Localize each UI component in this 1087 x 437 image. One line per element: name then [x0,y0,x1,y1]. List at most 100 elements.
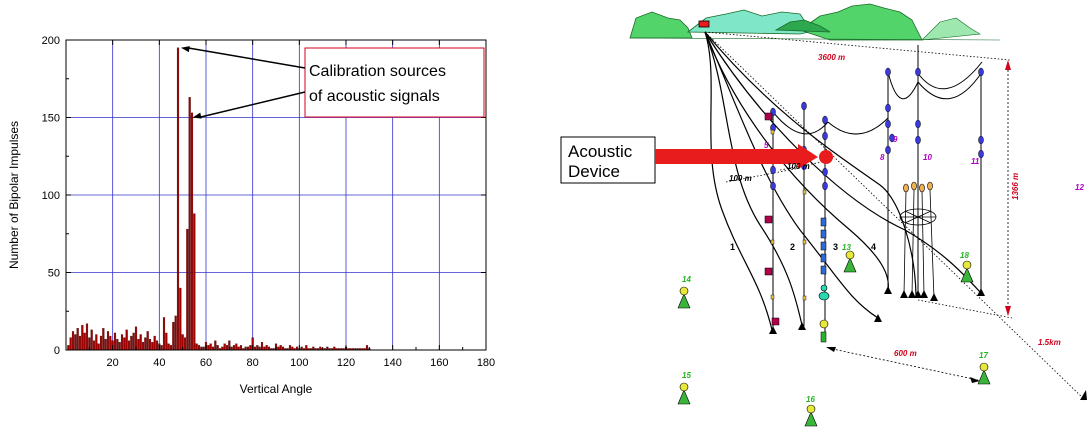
bar [102,328,105,351]
bar [265,345,268,351]
mountain-left [629,11,693,39]
x-tick-label: 140 [383,357,401,369]
acoustic-device-line-1: Acoustic [568,142,633,161]
bar [151,342,154,351]
x-tick-label: 40 [153,357,165,369]
optical-module [885,67,891,77]
x-tick-label: 100 [290,357,308,369]
bar [223,343,226,351]
beacon [977,369,991,385]
bar [76,328,79,351]
purple-label-10: 10 [923,153,932,162]
beacon-top [679,286,689,296]
bar [256,345,259,351]
bar [67,345,70,351]
purple-label-8: 8 [880,153,885,162]
bar [165,332,168,351]
optical-modules [770,67,984,191]
green-label-15: 15 [682,371,691,380]
buoy-arcs [772,61,983,135]
bar [162,317,166,351]
bar [160,345,163,351]
x-axis-title: Vertical Angle [240,382,313,396]
bar [95,334,98,351]
bar [83,332,86,351]
bar [109,335,112,351]
bar [120,334,124,351]
bar [125,329,128,351]
string-3-equipment [770,129,830,343]
bar [81,325,84,351]
x-ticks: 20 40 60 80 100 120 140 160 180 [88,40,495,369]
bar [99,335,103,351]
y-tick-label: 100 [42,190,60,202]
label-100m-a: 100 m [729,174,752,183]
annotation-line-1: Calibration sources [309,63,446,80]
acoustic-device-marker [819,150,833,164]
range-lines [704,31,1086,401]
acoustic-device-arrow [655,144,818,169]
green-label-18: 18 [960,251,969,260]
optical-module [978,135,984,145]
beacon [677,389,691,405]
bar [279,345,282,351]
beacon-top [979,362,989,372]
bar [249,345,252,351]
annotation-arrows [181,46,306,119]
x-tick-label: 20 [107,357,119,369]
optical-module [885,103,891,113]
bar [207,345,210,351]
bar [106,331,110,351]
bar [116,338,119,351]
bar [153,335,156,351]
bar [305,345,308,351]
optical-module [978,67,984,77]
arrow-600-left [826,347,836,352]
optical-module [822,131,828,141]
optical-module [889,133,895,143]
optical-module [822,115,828,125]
bar [123,337,126,351]
mountains [629,3,1001,41]
distance-600 [827,347,979,381]
label-1366m: 1366 m [1011,173,1020,200]
acoustic-device-line-2: Device [568,162,620,181]
mountain-right [799,3,923,41]
optical-module [822,181,828,191]
label-3600m: 3600 m [818,53,845,62]
purple-label-5: 5 [764,141,769,150]
green-label-16: 16 [806,395,815,404]
beacon-top [962,260,972,270]
optical-module [770,181,776,191]
optical-module [885,119,891,129]
bar [174,315,177,351]
bar [141,342,145,351]
annotation-box [304,47,485,118]
bar [260,342,264,351]
bar [69,337,72,351]
green-label-17: 17 [979,351,988,360]
beacon [843,257,857,273]
bars [67,47,371,351]
optical-module [822,167,828,177]
bar [183,337,187,351]
bar [104,338,107,351]
acoustic-device-callout: Acoustic Device [560,136,833,184]
bar [85,323,89,351]
anchors [769,286,1087,400]
bar [195,343,198,351]
green-label-14: 14 [682,275,691,284]
bar [167,343,170,351]
bar [148,338,152,351]
acoustic-device-box [560,136,656,184]
histogram-chart: 20 40 60 80 100 120 140 160 180 0 50 100 150 200 Ver… [7,35,495,396]
bar [90,329,93,351]
optical-module [885,145,891,155]
bar [179,287,182,351]
bar [134,326,138,351]
green-label-13: 13 [842,243,851,252]
beacon [960,267,974,283]
y-axis-title: Number of Bipolar Impulses [7,121,21,269]
depth-arrow-bottom [1005,306,1011,316]
annotation-arrowhead [192,112,202,119]
